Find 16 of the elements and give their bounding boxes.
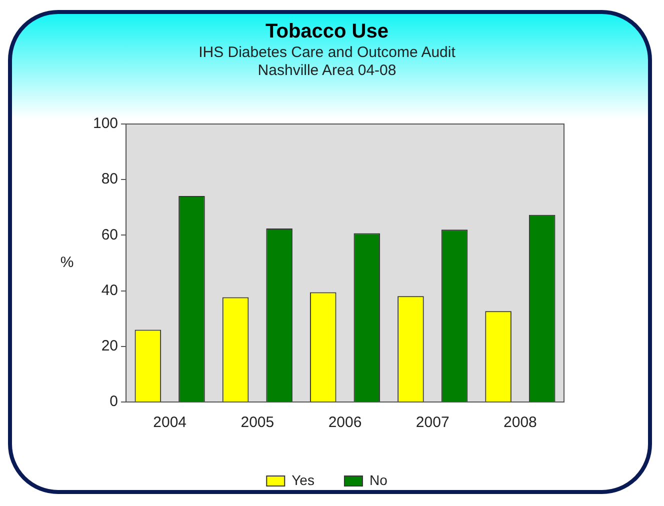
x-tick-label: 2007: [416, 414, 450, 432]
x-tick-label: 2004: [153, 414, 187, 432]
legend-label: No: [369, 472, 388, 488]
x-tick-label: 2008: [504, 414, 537, 432]
y-tick-label: 80: [101, 170, 118, 188]
y-tick-label: 40: [101, 282, 118, 299]
chart-subtitle: IHS Diabetes Care and Outcome Audit Nashville Area 04-08: [198, 44, 456, 80]
y-tick-label: 0: [110, 393, 118, 410]
x-tick-label: 2005: [240, 414, 274, 432]
x-tick-label: 2006: [328, 414, 362, 432]
y-tick-label: 20: [101, 338, 118, 355]
legend-label: Yes: [292, 472, 314, 488]
y-axis-title: %: [60, 254, 74, 272]
y-tick-label: 60: [101, 226, 118, 244]
chart-title: Tobacco Use: [266, 20, 388, 43]
y-tick-label: 100: [92, 115, 118, 132]
